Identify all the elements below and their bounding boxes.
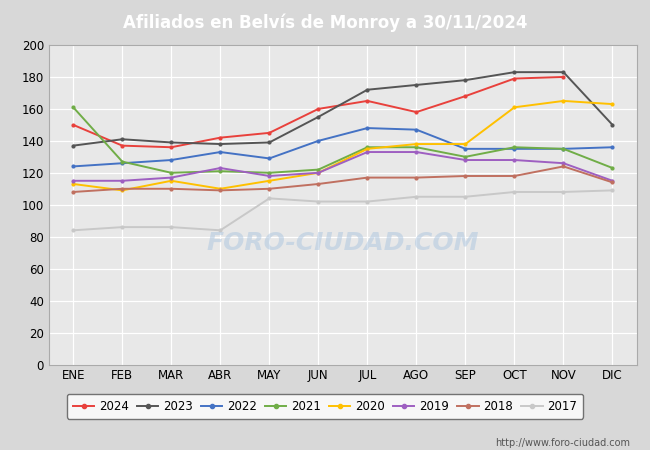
Text: Afiliados en Belvís de Monroy a 30/11/2024: Afiliados en Belvís de Monroy a 30/11/20… [123,13,527,32]
Text: http://www.foro-ciudad.com: http://www.foro-ciudad.com [495,438,630,448]
Legend: 2024, 2023, 2022, 2021, 2020, 2019, 2018, 2017: 2024, 2023, 2022, 2021, 2020, 2019, 2018… [67,394,583,419]
Text: FORO-CIUDAD.COM: FORO-CIUDAD.COM [207,231,479,255]
